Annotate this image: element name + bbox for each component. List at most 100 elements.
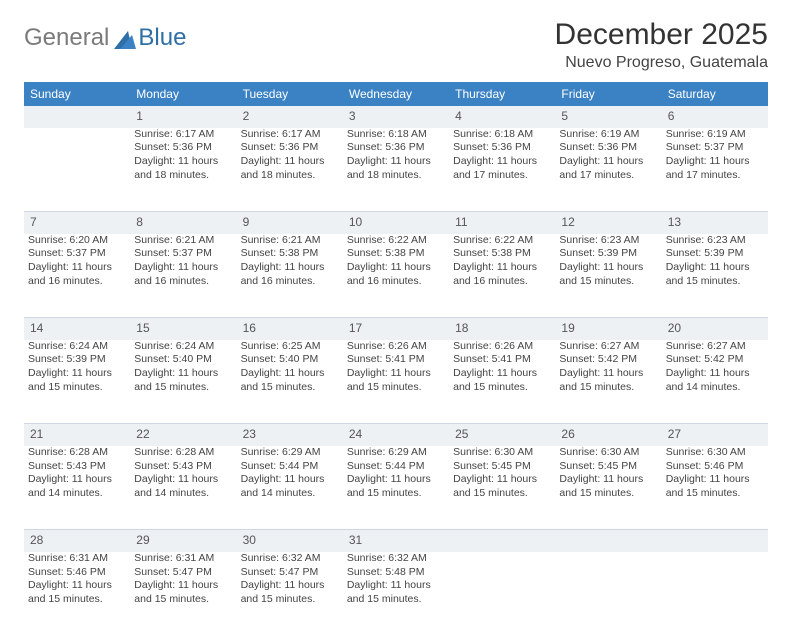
daylight-text: Daylight: 11 hours and 16 minutes. [241,261,339,288]
day-number: 29 [130,530,236,552]
sunrise-text: Sunrise: 6:23 AM [559,234,657,248]
sunrise-text: Sunrise: 6:31 AM [28,552,126,566]
sunset-text: Sunset: 5:45 PM [559,460,657,474]
daylight-text: Daylight: 11 hours and 15 minutes. [28,367,126,394]
sunset-text: Sunset: 5:43 PM [28,460,126,474]
daylight-text: Daylight: 11 hours and 18 minutes. [347,155,445,182]
day-cell: Sunrise: 6:20 AMSunset: 5:37 PMDaylight:… [24,234,130,318]
day-number: 11 [449,212,555,234]
sunrise-text: Sunrise: 6:19 AM [666,128,764,142]
day-cell [449,552,555,636]
daynum-row: 14151617181920 [24,318,768,340]
sunrise-text: Sunrise: 6:26 AM [453,340,551,354]
day-number: 19 [555,318,661,340]
day-cell: Sunrise: 6:30 AMSunset: 5:45 PMDaylight:… [449,446,555,530]
day-number: 23 [237,424,343,446]
daylight-text: Daylight: 11 hours and 15 minutes. [666,473,764,500]
day-number: 26 [555,424,661,446]
day-number: 30 [237,530,343,552]
daylight-text: Daylight: 11 hours and 17 minutes. [559,155,657,182]
day-number: 22 [130,424,236,446]
day-cell: Sunrise: 6:23 AMSunset: 5:39 PMDaylight:… [555,234,661,318]
daylight-text: Daylight: 11 hours and 15 minutes. [134,367,232,394]
day-number: 31 [343,530,449,552]
daylight-text: Daylight: 11 hours and 15 minutes. [559,261,657,288]
daylight-text: Daylight: 11 hours and 18 minutes. [134,155,232,182]
title-block: December 2025 Nuevo Progreso, Guatemala [555,18,768,72]
week-row: Sunrise: 6:24 AMSunset: 5:39 PMDaylight:… [24,340,768,424]
day-cell: Sunrise: 6:25 AMSunset: 5:40 PMDaylight:… [237,340,343,424]
day-cell: Sunrise: 6:26 AMSunset: 5:41 PMDaylight:… [449,340,555,424]
sunset-text: Sunset: 5:38 PM [453,247,551,261]
sunset-text: Sunset: 5:36 PM [559,141,657,155]
col-wednesday: Wednesday [343,82,449,106]
day-cell: Sunrise: 6:32 AMSunset: 5:48 PMDaylight:… [343,552,449,636]
daylight-text: Daylight: 11 hours and 18 minutes. [241,155,339,182]
sunset-text: Sunset: 5:36 PM [134,141,232,155]
sunset-text: Sunset: 5:39 PM [559,247,657,261]
sunset-text: Sunset: 5:48 PM [347,566,445,580]
sunrise-text: Sunrise: 6:29 AM [347,446,445,460]
sunset-text: Sunset: 5:45 PM [453,460,551,474]
sunset-text: Sunset: 5:47 PM [241,566,339,580]
day-number: 14 [24,318,130,340]
calendar-header: Sunday Monday Tuesday Wednesday Thursday… [24,82,768,106]
logo-text-general: General [24,24,109,52]
sunset-text: Sunset: 5:38 PM [241,247,339,261]
sunset-text: Sunset: 5:42 PM [666,353,764,367]
day-number: 3 [343,106,449,128]
page: General Blue December 2025 Nuevo Progres… [0,0,792,636]
sunrise-text: Sunrise: 6:22 AM [347,234,445,248]
sunset-text: Sunset: 5:39 PM [666,247,764,261]
day-number [449,530,555,552]
day-cell [24,128,130,212]
sunset-text: Sunset: 5:37 PM [666,141,764,155]
sunset-text: Sunset: 5:36 PM [453,141,551,155]
daylight-text: Daylight: 11 hours and 16 minutes. [453,261,551,288]
sunrise-text: Sunrise: 6:27 AM [559,340,657,354]
daylight-text: Daylight: 11 hours and 16 minutes. [28,261,126,288]
daynum-row: 78910111213 [24,212,768,234]
sunset-text: Sunset: 5:37 PM [28,247,126,261]
sunset-text: Sunset: 5:36 PM [347,141,445,155]
sunrise-text: Sunrise: 6:31 AM [134,552,232,566]
day-cell: Sunrise: 6:22 AMSunset: 5:38 PMDaylight:… [343,234,449,318]
day-number: 15 [130,318,236,340]
day-cell: Sunrise: 6:32 AMSunset: 5:47 PMDaylight:… [237,552,343,636]
sunrise-text: Sunrise: 6:28 AM [134,446,232,460]
sunset-text: Sunset: 5:37 PM [134,247,232,261]
col-friday: Friday [555,82,661,106]
day-number: 7 [24,212,130,234]
sunset-text: Sunset: 5:47 PM [134,566,232,580]
day-number: 13 [662,212,768,234]
col-sunday: Sunday [24,82,130,106]
logo-sail-icon [114,29,136,49]
col-saturday: Saturday [662,82,768,106]
sunset-text: Sunset: 5:40 PM [241,353,339,367]
sunrise-text: Sunrise: 6:30 AM [559,446,657,460]
day-number: 28 [24,530,130,552]
sunrise-text: Sunrise: 6:21 AM [241,234,339,248]
day-number: 1 [130,106,236,128]
daylight-text: Daylight: 11 hours and 14 minutes. [28,473,126,500]
day-cell [555,552,661,636]
day-cell: Sunrise: 6:24 AMSunset: 5:40 PMDaylight:… [130,340,236,424]
week-row: Sunrise: 6:17 AMSunset: 5:36 PMDaylight:… [24,128,768,212]
day-cell: Sunrise: 6:26 AMSunset: 5:41 PMDaylight:… [343,340,449,424]
day-cell: Sunrise: 6:19 AMSunset: 5:37 PMDaylight:… [662,128,768,212]
sunrise-text: Sunrise: 6:20 AM [28,234,126,248]
sunrise-text: Sunrise: 6:25 AM [241,340,339,354]
day-number [555,530,661,552]
sunrise-text: Sunrise: 6:32 AM [347,552,445,566]
day-number: 25 [449,424,555,446]
daylight-text: Daylight: 11 hours and 15 minutes. [559,473,657,500]
daylight-text: Daylight: 11 hours and 15 minutes. [28,579,126,606]
week-row: Sunrise: 6:20 AMSunset: 5:37 PMDaylight:… [24,234,768,318]
day-cell: Sunrise: 6:31 AMSunset: 5:46 PMDaylight:… [24,552,130,636]
sunrise-text: Sunrise: 6:30 AM [453,446,551,460]
day-number: 16 [237,318,343,340]
col-monday: Monday [130,82,236,106]
col-thursday: Thursday [449,82,555,106]
month-title: December 2025 [555,18,768,52]
daylight-text: Daylight: 11 hours and 15 minutes. [453,367,551,394]
